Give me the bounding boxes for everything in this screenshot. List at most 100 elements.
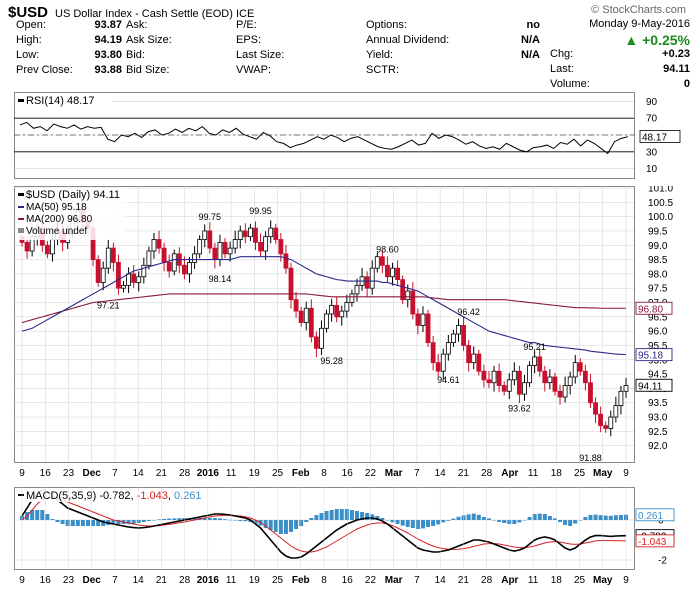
macd-x-tick-label: 21	[458, 575, 470, 586]
price-panel: 9 16 23 Dec 7 14 21 28 2016 11 19 25 Feb 8 16 22 Mar 7 14 2…	[14, 186, 673, 479]
candle-body	[288, 267, 294, 301]
ma200-last-label: 96.80	[638, 304, 663, 315]
macd-hist-bar	[476, 514, 481, 520]
macd-hist-bar	[151, 520, 156, 521]
macd-hist-bar	[65, 520, 70, 526]
quote-label: Low:	[16, 49, 40, 61]
quote-label: Open:	[16, 19, 46, 31]
macd-hist-bar	[527, 517, 532, 520]
candle-body	[440, 353, 446, 372]
macd-hist-bar	[45, 514, 50, 520]
macd-hist-bar	[126, 520, 131, 524]
macd-hist-bar	[299, 520, 304, 526]
macd-hist-bar	[334, 509, 339, 520]
macd-hist-bar	[329, 510, 334, 520]
macd-hist-bar	[202, 518, 207, 520]
macd-hist-bar	[344, 509, 349, 520]
candle-body	[562, 385, 568, 398]
quote-value	[190, 48, 234, 63]
macd-hist-bar	[573, 520, 578, 524]
price-x-tick-label: 2016	[197, 468, 220, 479]
candle-body	[24, 242, 30, 252]
candle-body	[456, 325, 461, 335]
macd-x-tick-label: 14	[435, 575, 447, 586]
quote-value	[310, 33, 364, 48]
quote-label: Last Size:	[236, 49, 285, 61]
macd-x-tick-label: 11	[528, 575, 539, 586]
quote-label: High:	[16, 34, 42, 46]
price-x-tick-label: 7	[112, 468, 118, 479]
candle-body	[171, 253, 177, 272]
macd-hist-bar	[167, 518, 172, 520]
price-x-tick-label: 28	[481, 468, 493, 479]
volume-value: 0	[683, 78, 690, 90]
quote-label: Prev Close:	[16, 64, 73, 76]
candle-body	[481, 370, 487, 381]
macd-title-part: ,	[168, 490, 174, 502]
price-tick-label: 101.0	[648, 186, 673, 195]
macd-hist-bar	[400, 520, 405, 526]
quote-summary: Monday 9-May-2016 ▲ +0.25% Chg: +0.23 Las…	[550, 18, 690, 93]
candle-body	[248, 227, 253, 238]
macd-tick-label: -2	[658, 556, 667, 567]
price-annotation: 99.75	[199, 212, 222, 222]
candle-body	[192, 253, 197, 263]
macd-title-part: ,	[131, 490, 137, 502]
macd-x-tick-label: 23	[63, 575, 75, 586]
macd-hist-bar	[30, 510, 35, 520]
quote-label: Bid Size:	[126, 64, 170, 76]
price-tick-label: 99.5	[648, 226, 668, 237]
candle-body	[445, 342, 451, 355]
price-tick-label: 96.0	[648, 327, 668, 338]
macd-hist-bar	[471, 513, 476, 520]
macd-hist-bar	[365, 513, 370, 520]
rsi-tick-label: 30	[646, 147, 658, 158]
quote-value	[310, 18, 364, 33]
quote-value	[190, 18, 234, 33]
candle-body	[100, 267, 106, 283]
macd-hist-bar	[50, 519, 55, 520]
candle-body	[395, 267, 400, 281]
macd-hist-bar	[613, 515, 618, 520]
macd-hist-bar	[35, 510, 40, 520]
macd-hist-bar	[228, 519, 233, 521]
price-x-tick-label: 14	[133, 468, 145, 479]
macd-hist-bar	[481, 517, 486, 520]
candle-body	[334, 304, 340, 318]
rsi-frame	[14, 92, 635, 179]
price-x-tick-label: 25	[272, 468, 284, 479]
macd-legend-bg	[16, 489, 236, 502]
price-x-tick-label: Feb	[292, 468, 310, 479]
candle-body	[476, 353, 482, 372]
quote-label: EPS:	[236, 34, 262, 46]
candle-body	[577, 362, 583, 372]
macd-x-tick-label: Apr	[501, 575, 518, 586]
candle-body	[379, 256, 385, 266]
price-x-tick-label: 22	[365, 468, 377, 479]
candle-body	[466, 345, 472, 364]
macd-hist-bar	[563, 520, 568, 525]
quote-value	[310, 63, 364, 78]
candle-body	[471, 353, 477, 364]
price-x-tick-label: 16	[342, 468, 354, 479]
candle-body	[405, 290, 411, 301]
macd-hist-bar	[456, 516, 461, 520]
macd-hist-bar	[91, 520, 96, 526]
candle-body	[420, 313, 426, 326]
candle-body	[511, 370, 517, 381]
candle-body	[557, 390, 563, 398]
rsi-tick-label: 90	[646, 97, 658, 108]
price-x-tick-label: 14	[435, 468, 447, 479]
price-annotation: 96.42	[457, 307, 480, 317]
macd-hist-bar	[324, 511, 329, 520]
rsi-tick-label: 10	[646, 164, 658, 175]
macd-hist-bar	[415, 520, 420, 529]
macd-hist-bar	[436, 520, 441, 525]
chg-label: Chg:	[550, 48, 574, 60]
quote-label: SCTR:	[366, 64, 399, 76]
macd-hist-bar	[385, 520, 390, 521]
price-x-tick-label: 21	[156, 468, 168, 479]
rsi-line	[19, 121, 629, 155]
candle-body	[50, 239, 55, 255]
candle-body	[552, 376, 558, 392]
